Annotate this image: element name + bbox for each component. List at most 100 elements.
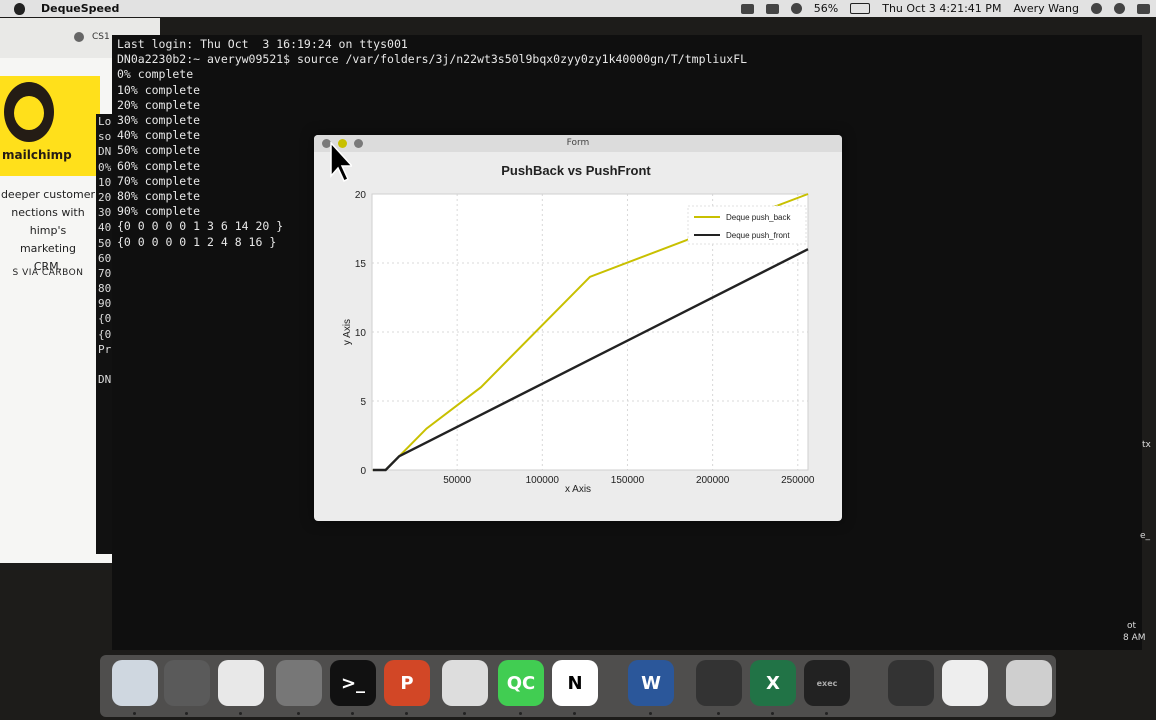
mailchimp-ad-banner[interactable]: mailchimp: [0, 76, 100, 176]
background-terminal-line: 30: [98, 206, 112, 220]
background-terminal-line: 10: [98, 175, 112, 189]
y-tick-label: 0: [360, 466, 366, 477]
x-tick-label: 200000: [696, 475, 730, 486]
notion-icon[interactable]: N: [552, 660, 598, 706]
scanner-icon[interactable]: [888, 660, 934, 706]
battery-icon[interactable]: [850, 3, 871, 14]
wifi-icon[interactable]: [790, 3, 802, 14]
background-terminal-line: DN: [98, 373, 112, 387]
terminal-line: Last login: Thu Oct 3 16:19:24 on ttys00…: [117, 37, 408, 51]
background-terminal-line: DN: [98, 145, 112, 159]
legend-label: Deque push_back: [726, 213, 791, 222]
mouse-cursor-icon: [330, 142, 352, 182]
notification-center-icon[interactable]: [1137, 3, 1150, 14]
background-terminal-line: {0: [98, 327, 112, 341]
chart-form-window[interactable]: Form 0 5 10 15 20 50000 100000 150000 200000 2500…: [314, 135, 842, 521]
terminal-line: 80% complete: [117, 189, 201, 203]
close-window-icon[interactable]: [322, 139, 331, 148]
y-tick-label: 20: [355, 190, 367, 201]
exec-icon[interactable]: exec: [804, 660, 850, 706]
terminal-line: {0 0 0 0 0 1 2 4 8 16 }: [117, 234, 277, 249]
airplay-icon[interactable]: [765, 3, 779, 14]
right-edge-text: tx: [1142, 440, 1151, 450]
launchpad-icon[interactable]: [164, 660, 210, 706]
zoom-window-icon[interactable]: [354, 139, 363, 148]
dock-running-indicator: [649, 712, 652, 715]
background-terminal-line: {0: [98, 312, 112, 326]
chart-legend: Deque push_back Deque push_front: [687, 205, 807, 245]
x-tick-label: 150000: [611, 475, 645, 486]
dock-running-indicator: [239, 712, 242, 715]
terminal-line: 60% complete: [117, 158, 201, 173]
background-terminal-line: 70: [98, 266, 112, 280]
chart-title: PushBack vs PushFront: [501, 163, 651, 178]
final-cut-icon[interactable]: [696, 660, 742, 706]
background-terminal-line: 80: [98, 282, 112, 296]
legend-label: Deque push_front: [726, 231, 790, 240]
trash-icon[interactable]: [1006, 660, 1052, 706]
form-title: Form: [566, 138, 590, 148]
ad-line: nections with: [11, 206, 85, 219]
background-terminal-line: 0%: [98, 160, 112, 174]
x-tick-label: 250000: [781, 475, 815, 486]
right-edge-text: ot: [1127, 621, 1137, 631]
word-icon[interactable]: W: [628, 660, 674, 706]
ad-line: CRM.: [33, 260, 63, 273]
menu-bar: DequeSpeed 56% Thu Oct 3 4:21:41 PM Aver…: [0, 0, 1156, 17]
mailchimp-brand: mailchimp: [2, 148, 72, 162]
ad-text: deeper customer nections with himp's mar…: [0, 186, 96, 276]
dock-running-indicator: [463, 712, 466, 715]
dock-running-indicator: [519, 712, 522, 715]
excel-icon[interactable]: X: [750, 660, 796, 706]
y-axis-label: y Axis: [342, 319, 353, 345]
terminal-line: 10% complete: [117, 82, 201, 97]
dock-running-indicator: [297, 712, 300, 715]
dock-running-indicator: [825, 712, 828, 715]
dock-running-indicator: [405, 712, 408, 715]
screen-mirror-icon[interactable]: [740, 3, 754, 14]
spotlight-search-icon[interactable]: [1091, 3, 1102, 14]
terminal-line: 90% complete: [117, 204, 201, 219]
terminal-line: 70% complete: [117, 173, 201, 188]
finder-icon[interactable]: [112, 660, 158, 706]
chrome-icon[interactable]: [442, 660, 488, 706]
battery-percent: 56%: [813, 2, 839, 15]
terminal-icon[interactable]: >_: [330, 660, 376, 706]
legend-box: [687, 205, 807, 245]
right-edge-text: 8 AM: [1123, 633, 1146, 643]
apple-menu-icon[interactable]: [14, 2, 25, 15]
dock-running-indicator: [717, 712, 720, 715]
ads-via-carbon[interactable]: S VIA CARBON: [12, 268, 84, 278]
dock-running-indicator: [771, 712, 774, 715]
siri-icon[interactable]: [1114, 3, 1125, 14]
photos-icon[interactable]: [218, 660, 264, 706]
menu-user[interactable]: Avery Wang: [1013, 2, 1079, 15]
terminal-line: 30% complete: [117, 113, 201, 127]
y-tick-label: 15: [355, 259, 367, 270]
chart-series: [372, 193, 809, 472]
menu-bar-status: 56% Thu Oct 3 4:21:41 PM Avery Wang: [740, 0, 1150, 17]
background-terminal-line: 40: [98, 221, 112, 235]
browser-tab[interactable]: CS1: [92, 32, 110, 42]
terminal-line: 50% complete: [117, 143, 201, 158]
plot-frame: [371, 193, 809, 471]
form-titlebar[interactable]: Form: [314, 135, 842, 152]
background-terminal-line: Pr: [98, 342, 112, 356]
qt-creator-icon[interactable]: QC: [498, 660, 544, 706]
powerpoint-icon[interactable]: P: [384, 660, 430, 706]
system-preferences-icon[interactable]: [276, 660, 322, 706]
window-icon[interactable]: [942, 660, 988, 706]
terminal-line: {0 0 0 0 0 1 3 6 14 20 }: [117, 219, 284, 234]
dock-running-indicator: [185, 712, 188, 715]
y-tick-label: 5: [360, 397, 366, 408]
terminal-line: DN0a2230b2:~ averyw09521$ source /var/fo…: [117, 52, 748, 67]
background-terminal-line: 90: [98, 297, 112, 311]
app-name-menu[interactable]: DequeSpeed: [41, 2, 120, 15]
terminal-line: 20% complete: [117, 97, 201, 112]
terminal-line: 0% complete: [117, 67, 194, 82]
menu-clock[interactable]: Thu Oct 3 4:21:41 PM: [882, 2, 1002, 15]
minimize-window-icon[interactable]: [338, 139, 347, 148]
dock-running-indicator: [573, 712, 576, 715]
ad-line: deeper customer: [0, 188, 96, 201]
